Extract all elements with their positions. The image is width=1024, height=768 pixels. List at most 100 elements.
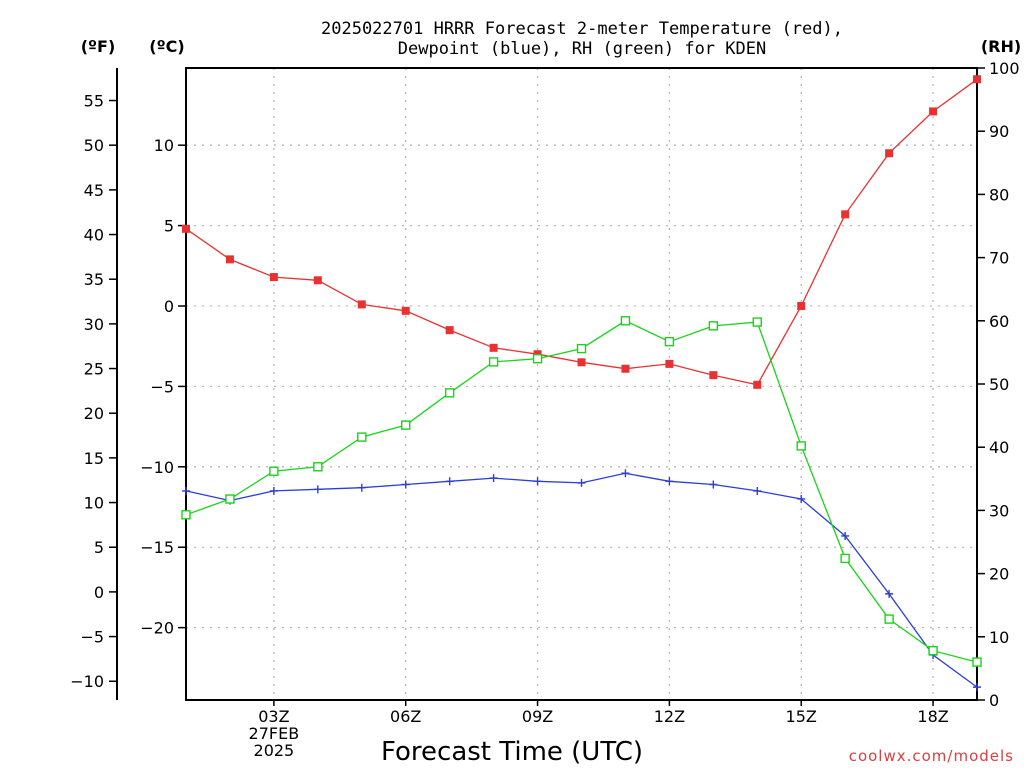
temperature-point — [489, 343, 498, 352]
rh-tick-label: 100 — [989, 59, 1020, 78]
dewpoint-line — [185, 472, 978, 688]
rh-point — [225, 494, 235, 504]
rh-point — [928, 646, 938, 656]
rh-point — [840, 553, 850, 564]
dewpoint-point — [709, 480, 718, 489]
rh-tick-label: 20 — [989, 565, 1009, 584]
temperature-point — [753, 380, 762, 389]
fahrenheit-tick-label: 45 — [84, 181, 104, 200]
rh-tick-label: 70 — [989, 249, 1009, 268]
rh-axis-label: (RH) — [981, 37, 1021, 56]
temperature-point — [269, 273, 278, 282]
temperature-point — [929, 107, 938, 116]
fahrenheit-tick-label: −5 — [80, 628, 104, 647]
temperature-point — [401, 306, 410, 315]
data-series — [181, 75, 982, 692]
temperature-point — [973, 75, 981, 84]
rh-line — [185, 320, 978, 663]
rh-point — [664, 336, 675, 347]
temperature-point — [225, 255, 234, 264]
temperature-point — [841, 210, 850, 219]
fahrenheit-tick-label: −10 — [70, 672, 104, 691]
dewpoint-point — [401, 480, 410, 489]
rh-point — [313, 462, 323, 472]
fahrenheit-tick-label: 20 — [84, 404, 104, 423]
celsius-tick-label: −15 — [140, 538, 174, 557]
dewpoint-point — [357, 483, 366, 492]
fahrenheit-tick-label: 40 — [84, 226, 104, 245]
temperature-point — [182, 224, 190, 233]
celsius-tick-label: 0 — [164, 297, 174, 316]
fahrenheit-axis-label: (ºF) — [81, 37, 116, 56]
chart-title-line-1: 2025022701 HRRR Forecast 2-meter Tempera… — [321, 19, 843, 39]
rh-point — [401, 420, 411, 430]
dewpoint-point — [885, 589, 894, 598]
temperature-point — [445, 326, 454, 335]
fahrenheit-tick-label: 30 — [84, 315, 104, 334]
dewpoint-point — [269, 486, 278, 495]
rh-point — [532, 354, 543, 364]
celsius-tick-label: −10 — [140, 458, 174, 477]
temperature-point — [313, 276, 322, 285]
rh-tick-label: 10 — [989, 628, 1009, 647]
x-tick-label: 09Z — [522, 707, 553, 726]
dewpoint-point — [753, 486, 762, 495]
celsius-tick-label: 10 — [154, 136, 174, 155]
plot-frame — [185, 67, 978, 701]
dewpoint-point — [489, 474, 498, 483]
rh-point — [620, 316, 631, 326]
dewpoint-point — [973, 683, 981, 692]
rh-point — [444, 388, 455, 398]
rh-point — [884, 614, 894, 624]
fahrenheit-tick-label: 10 — [84, 494, 104, 513]
rh-point — [357, 432, 367, 442]
dewpoint-point — [182, 486, 190, 495]
rh-point — [269, 466, 279, 476]
x-tick-label: 06Z — [390, 707, 421, 726]
rh-tick-label: 90 — [989, 122, 1009, 141]
grid-lines — [186, 68, 977, 700]
x-tick-label: 2025 — [254, 741, 295, 760]
temperature-point — [797, 302, 806, 311]
celsius-tick-label: 5 — [164, 217, 174, 236]
dewpoint-point — [533, 477, 542, 486]
dewpoint-point — [797, 494, 806, 503]
rh-point — [796, 441, 806, 451]
rh-tick-label: 80 — [989, 185, 1009, 204]
temperature-point — [577, 358, 586, 367]
celsius-tick-label: −5 — [150, 377, 174, 396]
rh-tick-label: 50 — [989, 375, 1009, 394]
dewpoint-point — [577, 478, 586, 487]
x-axis-title: Forecast Time (UTC) — [381, 737, 643, 767]
temperature-point — [621, 364, 630, 373]
fahrenheit-tick-label: 15 — [84, 449, 104, 468]
fahrenheit-tick-label: 0 — [94, 583, 104, 602]
dewpoint-point — [665, 477, 674, 486]
rh-point — [752, 317, 762, 327]
temperature-point — [357, 300, 366, 309]
rh-tick-label: 0 — [989, 691, 999, 710]
temperature-point — [665, 359, 674, 368]
rh-tick-label: 30 — [989, 501, 1009, 520]
x-tick-label: 27FEB — [249, 724, 300, 743]
rh-point — [708, 321, 719, 331]
celsius-tick-label: −20 — [140, 619, 174, 638]
rh-point — [972, 657, 982, 667]
x-tick-label: 18Z — [917, 707, 948, 726]
y-axis-ticks: 1050−5−10−15−205550454035302520151050−5−… — [70, 59, 1019, 710]
fahrenheit-tick-label: 50 — [84, 136, 104, 155]
rh-point — [181, 510, 191, 520]
temperature-line — [185, 78, 978, 386]
x-tick-label: 03Z — [258, 707, 289, 726]
dewpoint-point — [445, 477, 454, 486]
fahrenheit-tick-label: 35 — [84, 270, 104, 289]
temperature-point — [709, 371, 718, 380]
dewpoint-point — [841, 531, 850, 540]
rh-tick-label: 60 — [989, 312, 1009, 331]
celsius-axis-label: (ºC) — [149, 37, 184, 56]
temperature-point — [885, 149, 894, 158]
rh-point — [488, 357, 499, 367]
fahrenheit-tick-label: 55 — [84, 92, 104, 111]
